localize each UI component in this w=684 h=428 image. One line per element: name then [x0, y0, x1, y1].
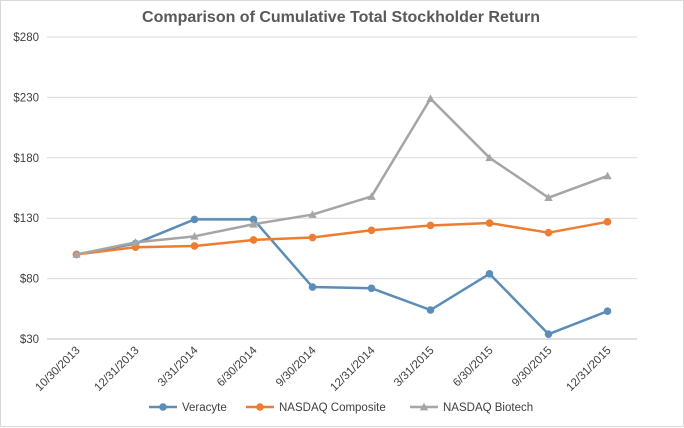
- x-tick-label: 3/31/2015: [392, 345, 437, 390]
- data-point: [190, 215, 199, 224]
- data-point: [367, 226, 376, 235]
- series-nasdaq-composite: [72, 218, 612, 259]
- data-point: [190, 232, 199, 240]
- legend-item: NASDAQ Biotech: [410, 402, 533, 414]
- y-tick-label: $80: [20, 274, 39, 286]
- y-tick-label: $280: [13, 32, 39, 44]
- series-nasdaq-biotech: [72, 94, 612, 258]
- legend-item: Veracyte: [149, 402, 227, 414]
- data-point: [603, 218, 612, 226]
- series-line: [76, 220, 608, 256]
- x-tick-label: 6/30/2015: [451, 345, 496, 390]
- x-tick-label: 12/31/2013: [92, 345, 141, 394]
- data-point: [131, 238, 140, 246]
- data-point: [367, 192, 376, 200]
- x-axis-ticks: 10/30/2013 12/31/2013 3/31/2014 6/30/2014 9/…: [33, 344, 613, 394]
- gridlines: [47, 36, 637, 340]
- legend-marker: [419, 402, 429, 411]
- y-tick-label: $230: [13, 92, 39, 104]
- x-tick-label: 12/31/2015: [564, 345, 613, 394]
- legend-label: NASDAQ Composite: [279, 402, 386, 414]
- series-line: [76, 97, 608, 256]
- legend: Veracyte NASDAQ Composite NASDAQ Biotech: [149, 402, 533, 414]
- x-tick-label: 9/30/2015: [510, 345, 555, 390]
- data-point: [485, 269, 494, 278]
- series-lines: [72, 94, 612, 338]
- data-point: [485, 153, 494, 162]
- data-point: [544, 330, 553, 338]
- legend-marker: [256, 403, 264, 411]
- x-tick-label: 10/30/2013: [33, 345, 82, 394]
- data-point: [426, 221, 435, 230]
- legend-item: NASDAQ Composite: [246, 402, 386, 414]
- x-tick-label: 3/31/2014: [156, 344, 201, 389]
- series-veracyte: [72, 215, 612, 338]
- data-point: [603, 307, 612, 316]
- series-line: [76, 218, 608, 336]
- data-point: [544, 193, 553, 202]
- data-point: [485, 219, 494, 227]
- y-tick-label: $180: [13, 153, 39, 165]
- data-point: [426, 94, 435, 102]
- data-point: [308, 210, 317, 218]
- legend-label: Veracyte: [182, 402, 227, 414]
- legend-label: NASDAQ Biotech: [443, 402, 533, 414]
- chart-title: Comparison of Cumulative Total Stockhold…: [142, 9, 540, 26]
- x-tick-label: 6/30/2014: [215, 344, 260, 389]
- x-tick-label: 12/31/2014: [328, 344, 378, 394]
- data-point: [190, 242, 199, 250]
- data-point: [249, 236, 258, 244]
- data-point: [308, 233, 317, 242]
- data-point: [249, 220, 258, 228]
- x-tick-label: 9/30/2014: [274, 344, 319, 389]
- legend-marker: [159, 403, 167, 411]
- data-point: [426, 306, 435, 314]
- data-point: [308, 283, 317, 291]
- y-tick-label: $30: [20, 334, 39, 346]
- data-point: [367, 284, 376, 293]
- data-point: [544, 228, 553, 237]
- y-tick-label: $130: [13, 213, 39, 225]
- data-point: [249, 215, 258, 224]
- y-axis-ticks: $30 $80 $130 $180 $230 $280: [13, 32, 39, 346]
- data-point: [603, 171, 612, 180]
- data-point: [72, 250, 81, 258]
